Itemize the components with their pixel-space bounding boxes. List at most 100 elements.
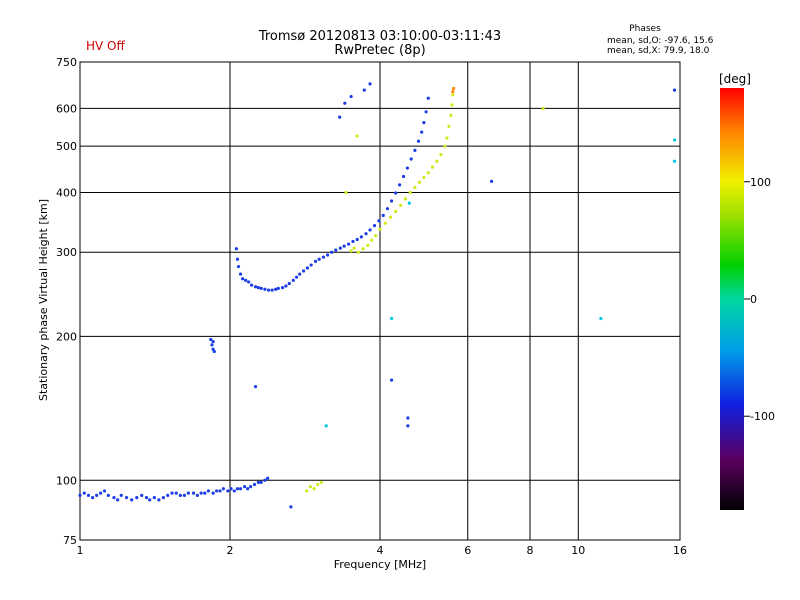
data-point <box>368 228 372 232</box>
data-point <box>253 285 258 289</box>
data-point <box>234 247 238 251</box>
x-tick-label: 16 <box>673 544 687 557</box>
data-point <box>359 235 363 239</box>
data-point <box>406 424 410 428</box>
colorbar-tick-label: 100 <box>750 176 771 189</box>
hv-status-label: HV Off <box>86 39 125 53</box>
data-point <box>342 244 346 248</box>
data-point <box>366 243 370 248</box>
data-point <box>309 263 313 267</box>
data-point <box>398 183 402 187</box>
x-tick-label: 4 <box>377 544 384 557</box>
data-point <box>243 485 247 489</box>
x-tick-label: 10 <box>571 544 585 557</box>
data-point <box>338 246 342 250</box>
data-point <box>82 491 86 495</box>
data-point <box>355 134 359 138</box>
data-point <box>247 280 251 284</box>
data-point <box>355 237 359 242</box>
data-point <box>218 489 222 493</box>
data-point <box>409 157 413 161</box>
data-point <box>422 175 426 180</box>
data-point <box>377 219 381 223</box>
data-point <box>422 121 426 125</box>
data-point <box>274 287 278 291</box>
x-tick-label: 1 <box>77 544 84 557</box>
data-point <box>249 485 253 489</box>
data-point <box>349 249 353 253</box>
data-point <box>294 275 299 279</box>
data-point <box>381 213 385 218</box>
data-point <box>424 110 428 114</box>
data-point <box>191 491 196 495</box>
data-point <box>316 482 320 487</box>
data-point <box>287 281 291 286</box>
chart-title: Tromsø 20120813 03:10:00-03:11:43 <box>258 29 501 44</box>
data-point <box>252 482 257 487</box>
data-point <box>451 93 455 97</box>
data-point <box>289 505 293 509</box>
data-point <box>235 257 240 261</box>
colorbar-ticks: -100 0 100 <box>744 176 775 423</box>
data-point <box>490 179 494 183</box>
y-tick-label: 75 <box>63 534 77 547</box>
data-point <box>420 130 424 134</box>
data-point <box>276 286 280 291</box>
data-point <box>211 491 215 495</box>
data-point <box>130 498 134 502</box>
data-point <box>426 171 430 175</box>
data-point <box>599 316 603 321</box>
data-point <box>321 255 326 259</box>
data-point <box>445 136 449 140</box>
data-point <box>305 266 310 270</box>
colorbar-tick-label: -100 <box>750 410 775 423</box>
data-point <box>326 253 330 257</box>
data-point <box>215 489 219 493</box>
data-point <box>106 493 110 497</box>
data-point <box>361 247 365 251</box>
x-axis-label: Frequency [MHz] <box>334 558 426 571</box>
data-point <box>238 487 243 491</box>
data-point <box>178 493 182 497</box>
data-point <box>140 493 144 497</box>
data-point <box>301 269 306 273</box>
data-point <box>259 480 263 484</box>
data-point <box>399 203 403 207</box>
data-point <box>148 498 152 502</box>
data-point <box>383 221 387 225</box>
data-point <box>319 480 323 484</box>
colorbar-tick-label: 0 <box>750 293 757 306</box>
data-point <box>447 124 451 128</box>
data-point <box>413 148 417 152</box>
data-point <box>259 286 263 291</box>
data-point <box>232 489 236 493</box>
data-point <box>407 201 411 205</box>
data-point <box>435 159 439 163</box>
data-point <box>317 257 321 261</box>
y-tick-label: 750 <box>56 56 77 69</box>
data-point <box>541 106 545 110</box>
data-point <box>112 495 116 500</box>
data-point <box>364 232 368 236</box>
data-point <box>116 498 120 502</box>
data-point <box>241 277 245 281</box>
data-point <box>413 185 417 189</box>
data-point <box>211 340 215 344</box>
data-point <box>449 113 453 117</box>
colorbar-label: [deg] <box>719 72 751 86</box>
data-point <box>238 272 243 276</box>
data-point <box>119 493 123 497</box>
data-point <box>349 94 353 99</box>
data-point <box>263 478 267 482</box>
chart-subtitle: RwPretec (8p) <box>334 43 425 58</box>
data-point <box>203 491 207 495</box>
data-point <box>401 174 406 179</box>
x-tick-label: 2 <box>227 544 234 557</box>
data-point <box>195 493 199 497</box>
data-point <box>443 144 447 148</box>
data-point <box>308 485 313 489</box>
data-point <box>338 115 342 119</box>
data-point <box>206 489 210 493</box>
data-point <box>417 180 422 184</box>
